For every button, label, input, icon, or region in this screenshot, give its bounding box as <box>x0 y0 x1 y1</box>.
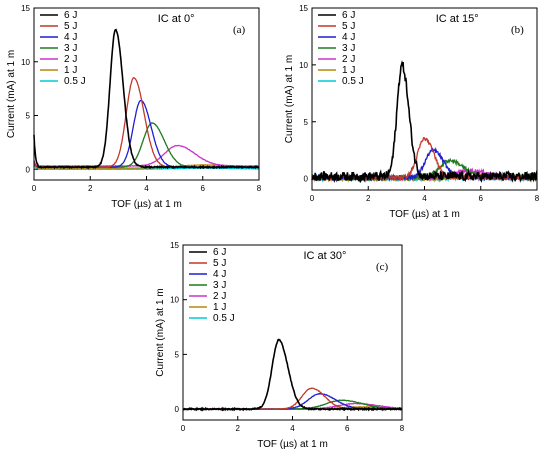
legend-label: 3 J <box>64 43 77 54</box>
x-tick-label: 2 <box>236 424 241 433</box>
series-line-5j <box>33 77 260 169</box>
x-tick-label: 4 <box>422 194 427 203</box>
x-tick-label: 6 <box>345 424 350 433</box>
y-tick-label: 10 <box>299 61 308 70</box>
legend: 6 J5 J4 J3 J2 J1 J0.5 J <box>318 10 364 87</box>
x-tick-label: 0 <box>310 194 315 203</box>
series-line-4j <box>33 99 260 169</box>
x-tick-label: 2 <box>366 194 371 203</box>
y-tick-label: 0 <box>26 165 31 174</box>
x-tick-label: 6 <box>201 184 206 193</box>
panel-letter: (a) <box>233 24 246 36</box>
chart-panel-1: 0 2 4 6 8 0 5 10 15 TOF (µs) at 1 m Current (mA) a… <box>6 4 262 210</box>
legend-label: 1 J <box>213 302 226 313</box>
legend-label: 4 J <box>64 32 77 43</box>
x-tick-label: 8 <box>400 424 405 433</box>
legend-label: 2 J <box>342 54 355 65</box>
series-line-6j <box>182 338 403 412</box>
series-line-5j <box>182 387 403 411</box>
chart-panel-3: 0 2 4 6 8 0 5 10 15 TOF (µs) at 1 m Current (mA) a… <box>155 241 405 450</box>
series-group <box>33 28 260 171</box>
legend-label: 6 J <box>64 10 77 21</box>
series-group <box>182 338 403 412</box>
chart-panel-2: 0 2 4 6 8 0 5 10 15 TOF (µs) at 1 m Current (mA) a… <box>284 4 540 220</box>
legend-label: 5 J <box>64 21 77 32</box>
legend-label: 4 J <box>213 269 226 280</box>
legend-label: 4 J <box>342 32 355 43</box>
y-tick-label: 0 <box>175 405 180 414</box>
y-tick-label: 10 <box>170 296 179 305</box>
legend-label: 3 J <box>213 280 226 291</box>
x-axis-label: TOF (µs) at 1 m <box>257 439 328 450</box>
panel-annotation: IC at 30° <box>303 250 346 262</box>
x-tick-label: 0 <box>181 424 186 433</box>
panel-letter: (c) <box>376 261 389 273</box>
legend: 6 J5 J4 J3 J2 J1 J0.5 J <box>40 10 86 87</box>
legend-label: 3 J <box>342 43 355 54</box>
series-line-2j <box>33 144 260 168</box>
y-tick-label: 5 <box>175 350 180 359</box>
legend-label: 6 J <box>342 10 355 21</box>
panel-annotation: IC at 15° <box>436 13 479 25</box>
legend-label: 1 J <box>64 65 77 76</box>
y-axis-label: Current (mA) at 1 m <box>284 55 295 143</box>
series-group <box>311 59 538 184</box>
x-axis-label: TOF (µs) at 1 m <box>111 199 182 210</box>
y-axis-label: Current (mA) at 1 m <box>155 288 166 376</box>
legend-label: 0.5 J <box>64 76 86 87</box>
series-line-3j <box>33 121 260 169</box>
x-tick-label: 4 <box>144 184 149 193</box>
y-tick-label: 15 <box>299 4 308 13</box>
y-axis-label: Current (mA) at 1 m <box>6 50 17 138</box>
x-tick-label: 8 <box>535 194 540 203</box>
panel-letter: (b) <box>511 24 524 36</box>
legend: 6 J5 J4 J3 J2 J1 J0.5 J <box>189 247 235 324</box>
x-tick-label: 6 <box>479 194 484 203</box>
legend-label: 1 J <box>342 65 355 76</box>
y-tick-label: 15 <box>21 4 30 13</box>
series-line-6j <box>311 59 538 184</box>
y-tick-label: 0 <box>304 175 309 184</box>
x-tick-label: 8 <box>257 184 262 193</box>
x-tick-label: 0 <box>32 184 37 193</box>
y-tick-label: 15 <box>170 241 179 250</box>
legend-label: 0.5 J <box>213 313 235 324</box>
legend-label: 2 J <box>64 54 77 65</box>
y-tick-label: 5 <box>26 112 31 121</box>
y-tick-label: 5 <box>304 118 309 127</box>
y-tick-label: 10 <box>21 58 30 67</box>
x-tick-label: 4 <box>290 424 295 433</box>
legend-label: 5 J <box>213 258 226 269</box>
x-axis-label: TOF (µs) at 1 m <box>389 209 460 220</box>
legend-label: 2 J <box>213 291 226 302</box>
series-line-6j <box>33 28 260 170</box>
legend-label: 6 J <box>213 247 226 258</box>
x-tick-label: 2 <box>88 184 93 193</box>
legend-label: 0.5 J <box>342 76 364 87</box>
legend-label: 5 J <box>342 21 355 32</box>
panel-annotation: IC at 0° <box>158 13 195 25</box>
